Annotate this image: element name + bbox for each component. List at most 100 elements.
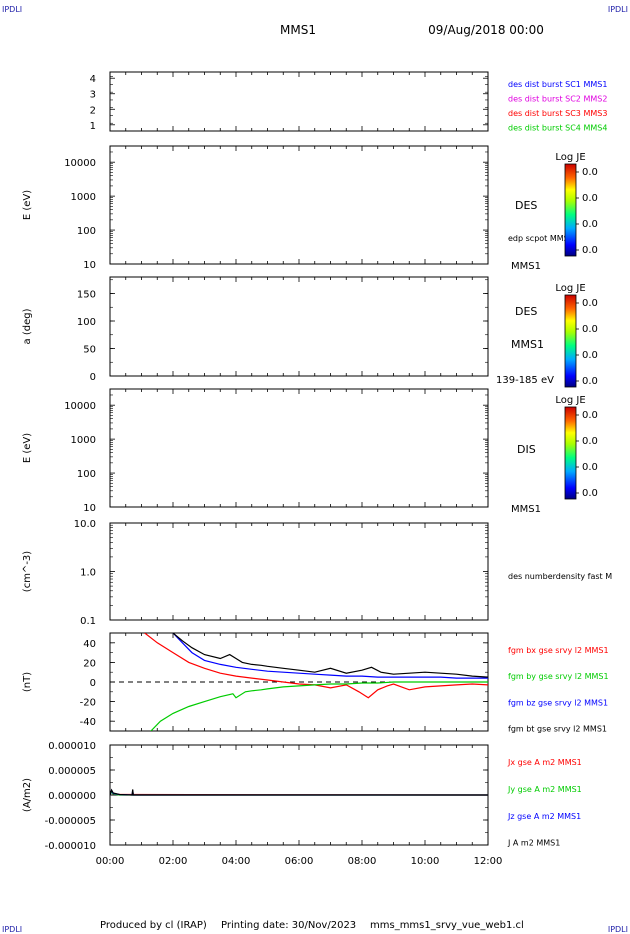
x-tick-label: 12:00 <box>474 856 503 867</box>
y-tick-label: 0.1 <box>80 616 96 627</box>
y-tick-label: 0.000005 <box>48 766 96 777</box>
y-tick-label: 1000 <box>71 435 96 446</box>
legend-entry: des dist burst SC1 MMS1 <box>508 80 607 89</box>
panel-burst: 4 3 2 1 des dist burst SC1 MMS1 des dist burs… <box>90 71 607 133</box>
y-tick-label: 100 <box>77 469 96 480</box>
y-tick-label: 0.000010 <box>48 741 96 752</box>
colorbar-tick-label: 0.0 <box>582 488 598 499</box>
colorbar-tick-label: 0.0 <box>582 376 598 387</box>
series-current-density-3 <box>110 788 488 796</box>
colorbar-tick-label: 0.0 <box>582 193 598 204</box>
panel-des-pitch: 150 100 50 0 a (deg) DES MMS1 139-185 eV Log JE 0… <box>22 276 598 388</box>
y-tick-label: 3 <box>90 90 96 101</box>
plot-frame <box>109 145 489 265</box>
plot-frame <box>109 71 489 132</box>
series-magnetic-field-1 <box>150 681 488 731</box>
instrument-label: DIS <box>517 443 536 456</box>
y-tick-label: 10000 <box>64 158 96 169</box>
y-axis-label: E (eV) <box>22 433 33 463</box>
x-tick-label: 08:00 <box>348 856 377 867</box>
y-tick-label: 4 <box>90 74 96 85</box>
panel-dis-energy: 10000 1000 100 10 E (eV) DIS MMS1 Log JE 0.0 0.0 0… <box>22 388 598 515</box>
plot-frame <box>109 276 489 377</box>
legend-entry: Jz gse A m2 MMS1 <box>507 812 581 821</box>
y-tick-label: -0.000005 <box>45 816 96 827</box>
density-label: des numberdensity fast M <box>508 572 612 581</box>
colorbar-title: Log JE <box>555 152 585 163</box>
legend-entry: Jx gse A m2 MMS1 <box>507 758 582 767</box>
scpot-label: edp scpot MMS1 <box>508 234 574 243</box>
spacecraft-label: MMS1 <box>511 338 544 351</box>
legend-entry: fgm bt gse srvy l2 MMS1 <box>508 725 607 734</box>
panel-density: 10.0 1.0 0.1 (cm^-3) des numberdensity fast … <box>22 519 612 627</box>
legend-entry: des dist burst SC2 MMS2 <box>508 95 607 104</box>
panels: 4 3 2 1 des dist burst SC1 MMS1 des dist burs… <box>22 71 612 852</box>
y-axis-label: (cm^-3) <box>22 551 33 592</box>
colorbar-tick-label: 0.0 <box>582 219 598 230</box>
plot-frame <box>109 522 489 621</box>
series-magnetic-field-3 <box>172 633 488 678</box>
energy-range-label: 139-185 eV <box>496 375 554 386</box>
y-tick-label: 10 <box>83 503 96 514</box>
corner-label-bottom-right: IPDLI <box>608 925 628 934</box>
figure-datetime: 09/Aug/2018 00:00 <box>428 23 544 37</box>
y-axis-label: (nT) <box>22 672 33 692</box>
colorbar <box>564 406 577 500</box>
colorbar-title: Log JE <box>555 283 585 294</box>
colorbar <box>564 163 577 257</box>
colorbar-tick-label: 0.0 <box>582 167 598 178</box>
time-axis: 00:00 02:00 04:00 06:00 08:00 10:00 12:00 <box>96 856 503 867</box>
y-tick-label: 2 <box>90 105 96 116</box>
footer-printing-date: Printing date: 30/Nov/2023 <box>221 920 356 931</box>
panel-des-energy: 10000 1000 100 10 E (eV) DES edp scpot MMS1 MMS… <box>22 145 598 272</box>
y-tick-label: 10 <box>83 260 96 271</box>
y-tick-label: -0.000010 <box>45 841 96 852</box>
colorbar-tick-label: 0.0 <box>582 436 598 447</box>
colorbar-tick-label: 0.0 <box>582 298 598 309</box>
y-tick-label: 1.0 <box>80 568 96 579</box>
y-axis-label: (A/m2) <box>22 778 33 812</box>
corner-label-top-left: IPDLI <box>2 5 22 14</box>
legend-entry: J A m2 MMS1 <box>507 839 560 848</box>
y-axis-label: a (deg) <box>22 308 33 344</box>
instrument-label: DES <box>515 199 537 212</box>
footer-filename: mms_mms1_srvy_vue_web1.cl <box>370 920 524 931</box>
spacecraft-label: MMS1 <box>511 504 541 515</box>
y-tick-label: 0.000000 <box>48 791 96 802</box>
panel-current-density: 0.000010 0.000005 0.000000 -0.000005 -0.0000… <box>22 741 582 852</box>
panel-magnetic-field: 40 20 0 -20 -40 (nT) fgm bx gse srvy l2 MMS1 fg… <box>22 632 609 734</box>
y-tick-label: 10.0 <box>74 519 96 530</box>
instrument-label: DES <box>515 305 537 318</box>
legend-entry: des dist burst SC3 MMS3 <box>508 109 607 118</box>
colorbar-tick-label: 0.0 <box>582 462 598 473</box>
colorbar <box>564 294 577 388</box>
corner-label-top-right: IPDLI <box>608 5 628 14</box>
x-tick-label: 04:00 <box>222 856 251 867</box>
legend-entry: fgm bz gse srvy l2 MMS1 <box>508 698 608 707</box>
y-tick-label: 50 <box>83 345 96 356</box>
y-tick-label: -20 <box>80 698 96 709</box>
plot-frame <box>109 388 489 508</box>
series-magnetic-field-2 <box>172 633 488 679</box>
colorbar-tick-label: 0.0 <box>582 324 598 335</box>
y-tick-label: 0 <box>90 372 96 383</box>
colorbar-tick-label: 0.0 <box>582 350 598 361</box>
y-tick-label: 20 <box>83 658 96 669</box>
spacecraft-label: MMS1 <box>511 261 541 272</box>
x-tick-label: 10:00 <box>411 856 440 867</box>
legend-entry: Jy gse A m2 MMS1 <box>507 785 582 794</box>
y-tick-label: -40 <box>80 717 96 728</box>
legend-entry: fgm by gse srvy l2 MMS1 <box>508 672 609 681</box>
y-tick-label: 1000 <box>71 192 96 203</box>
corner-label-bottom-left: IPDLI <box>2 925 22 934</box>
x-tick-label: 02:00 <box>159 856 188 867</box>
y-tick-label: 1 <box>90 121 96 132</box>
y-axis-label: E (eV) <box>22 190 33 220</box>
y-tick-label: 100 <box>77 226 96 237</box>
y-tick-label: 0 <box>90 678 96 689</box>
colorbar-title: Log JE <box>555 395 585 406</box>
legend-entry: des dist burst SC4 MMS4 <box>508 124 607 133</box>
y-tick-label: 40 <box>83 639 96 650</box>
colorbar-tick-label: 0.0 <box>582 245 598 256</box>
